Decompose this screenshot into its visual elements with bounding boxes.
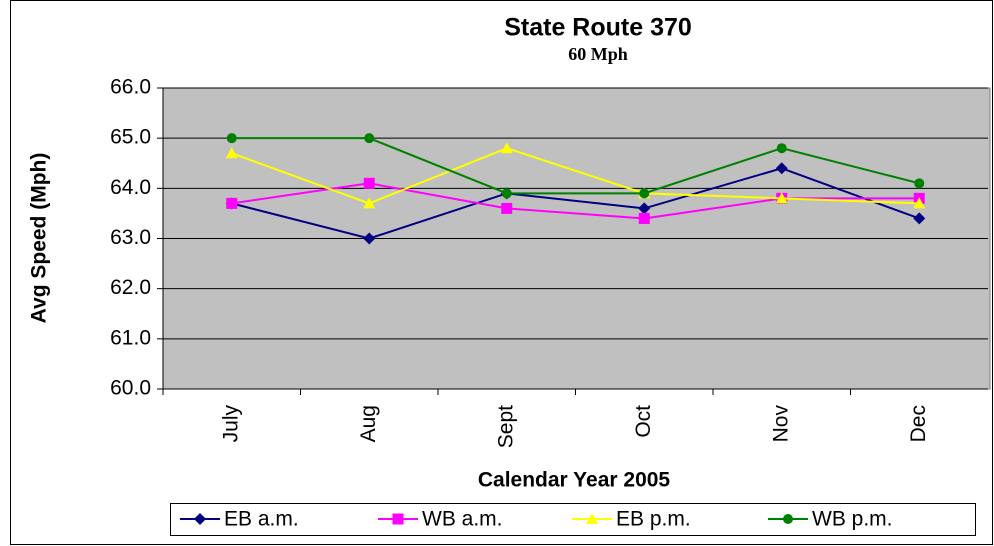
y-tick-label: 66.0 — [110, 76, 151, 99]
series-line — [231, 167, 920, 240]
marker — [775, 162, 788, 175]
y-axis-label: Avg Speed (Mph) — [28, 153, 51, 324]
series-line — [231, 137, 920, 195]
x-tick-label: July — [219, 405, 242, 443]
marker — [392, 513, 404, 525]
marker — [364, 133, 375, 144]
x-tick-label: Dec — [907, 405, 930, 442]
legend-label: EB a.m. — [224, 508, 299, 531]
x-tick-label: Sept — [494, 405, 517, 448]
marker — [363, 197, 376, 209]
marker — [638, 212, 650, 224]
series-line — [231, 147, 920, 205]
marker — [776, 143, 787, 154]
y-tick-label: 62.0 — [110, 276, 151, 299]
marker — [913, 197, 926, 209]
y-tick-label: 63.0 — [110, 226, 151, 249]
x-axis-label: Calendar Year 2005 — [478, 469, 671, 492]
marker — [194, 513, 206, 525]
marker — [638, 202, 651, 215]
marker — [586, 513, 598, 524]
marker — [226, 197, 238, 209]
legend-label: WB a.m. — [422, 508, 503, 531]
legend-label: EB p.m. — [616, 508, 691, 531]
x-tick-label: Nov — [769, 405, 792, 443]
x-tick-label: Oct — [632, 405, 655, 438]
marker — [226, 133, 237, 144]
y-tick-label: 65.0 — [110, 126, 151, 149]
marker — [500, 142, 513, 154]
marker — [363, 232, 376, 245]
y-tick-label: 61.0 — [110, 326, 151, 349]
y-tick-label: 60.0 — [110, 377, 151, 400]
marker — [913, 212, 926, 225]
marker — [501, 202, 513, 214]
legend-label: WB p.m. — [812, 508, 893, 531]
marker — [225, 147, 238, 159]
marker — [783, 514, 793, 524]
x-tick-label: Aug — [357, 405, 380, 442]
y-tick-label: 64.0 — [110, 176, 151, 199]
marker — [501, 188, 512, 199]
marker — [914, 178, 925, 189]
chart-title: State Route 370 — [504, 14, 692, 42]
marker — [775, 192, 788, 204]
chart-subtitle: 60 Mph — [568, 44, 628, 64]
marker — [639, 188, 650, 199]
marker — [363, 177, 375, 189]
